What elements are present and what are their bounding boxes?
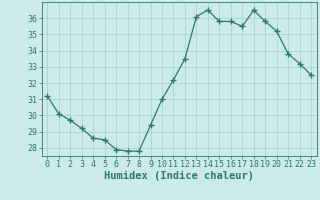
- X-axis label: Humidex (Indice chaleur): Humidex (Indice chaleur): [104, 171, 254, 181]
